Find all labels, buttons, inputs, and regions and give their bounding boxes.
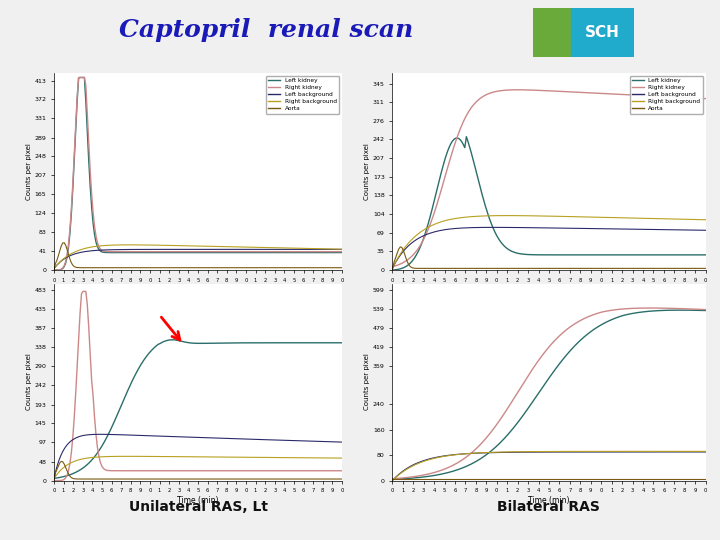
- Legend: Left kidney, Right kidney, Left background, Right background, Aorta: Left kidney, Right kidney, Left backgrou…: [266, 76, 339, 114]
- Bar: [571, 8, 634, 57]
- Text: Captopril  renal scan: Captopril renal scan: [120, 18, 413, 42]
- X-axis label: Time (min): Time (min): [528, 286, 570, 294]
- X-axis label: Time (min): Time (min): [177, 286, 219, 294]
- Legend: Left kidney, Right kidney, Left background, Right background, Aorta: Left kidney, Right kidney, Left backgrou…: [630, 76, 703, 114]
- Y-axis label: Counts per pixel: Counts per pixel: [26, 143, 32, 200]
- Text: Bilateral RAS: Bilateral RAS: [498, 500, 600, 514]
- Text: Unilateral RAS, Lt: Unilateral RAS, Lt: [128, 500, 268, 514]
- X-axis label: Time (min): Time (min): [177, 496, 219, 505]
- Y-axis label: Counts per pixel: Counts per pixel: [364, 354, 370, 410]
- X-axis label: Time (min): Time (min): [528, 496, 570, 505]
- Y-axis label: Counts per pixel: Counts per pixel: [364, 143, 370, 200]
- Bar: [533, 8, 571, 57]
- Y-axis label: Counts per pixel: Counts per pixel: [26, 354, 32, 410]
- Text: SCH: SCH: [585, 25, 620, 40]
